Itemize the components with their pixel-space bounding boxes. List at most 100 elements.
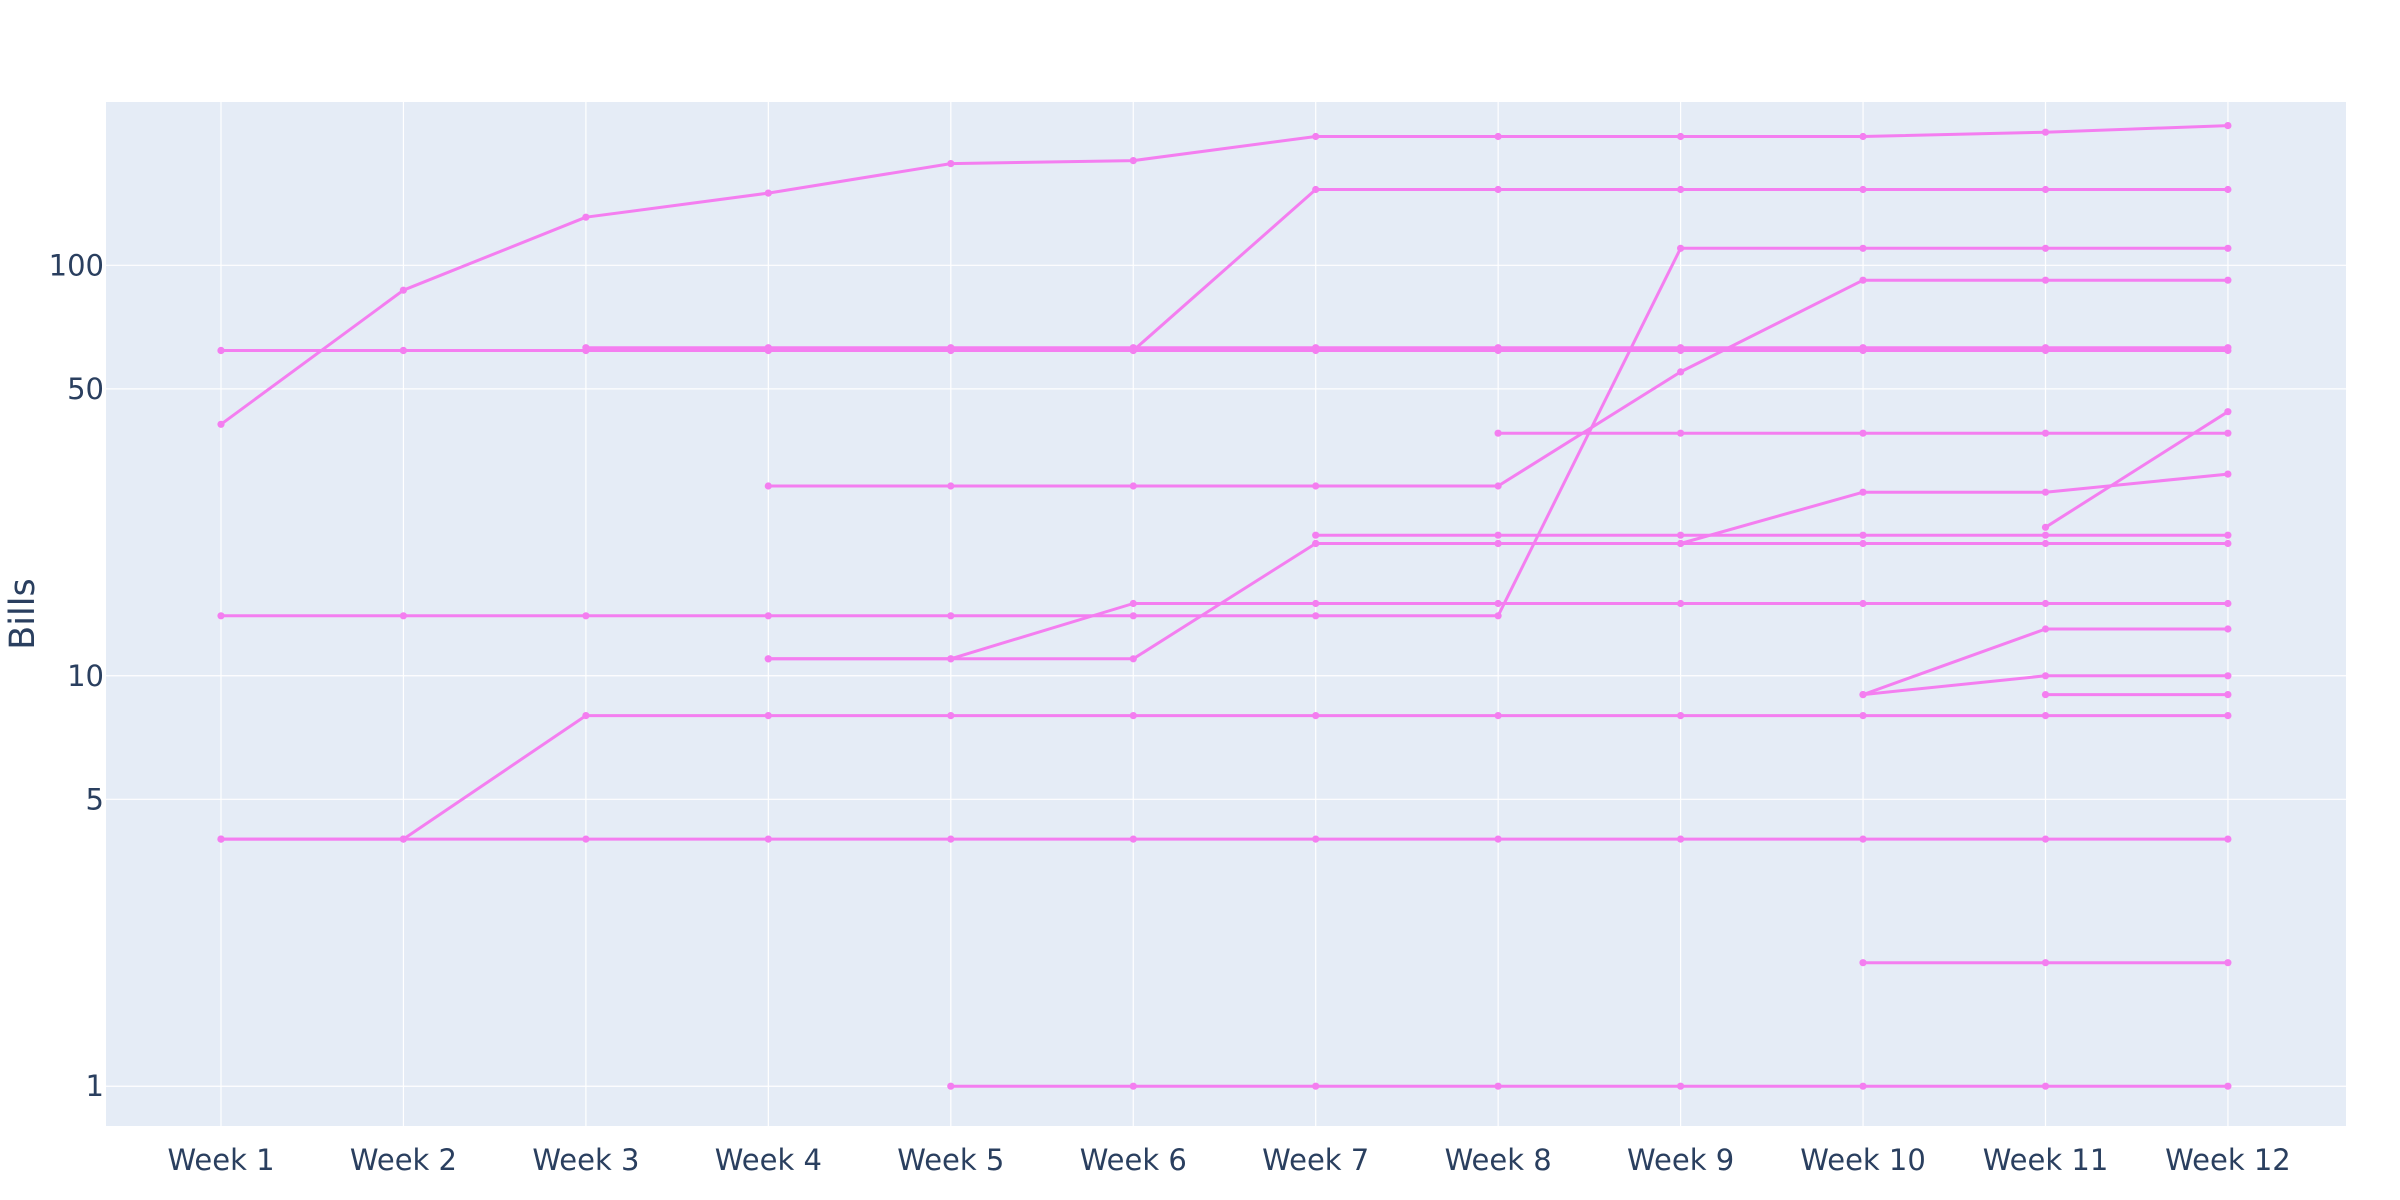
data-point (217, 612, 225, 620)
data-point (2224, 470, 2232, 478)
y-axis-title: Bills (3, 578, 43, 649)
data-point (2224, 672, 2232, 680)
data-point (399, 286, 407, 294)
data-point (1859, 344, 1867, 352)
data-point (2041, 1082, 2050, 1090)
y-tick-label: 5 (86, 782, 104, 816)
data-point (2224, 531, 2232, 539)
data-point (1312, 344, 1320, 352)
data-point (1129, 655, 1137, 663)
data-point (1494, 429, 1502, 437)
data-point (1494, 712, 1502, 720)
data-point (1677, 185, 1685, 194)
series-15 (2041, 691, 2232, 699)
data-point (1859, 599, 1867, 608)
data-point (1859, 835, 1867, 843)
data-point (1494, 482, 1502, 490)
series-17 (217, 835, 2232, 843)
data-point (1312, 599, 1320, 608)
data-point (1494, 344, 1502, 352)
data-point (2041, 429, 2050, 437)
data-point (2041, 712, 2050, 720)
series-4 (582, 344, 2232, 352)
data-point (1312, 1082, 1320, 1090)
data-point (2224, 712, 2232, 720)
plot-area (106, 102, 2346, 1126)
data-point (1677, 539, 1685, 548)
data-point (764, 835, 772, 843)
data-point (1859, 531, 1867, 539)
series-14 (1859, 672, 2232, 699)
data-point (2224, 625, 2232, 633)
series-1 (217, 122, 2232, 428)
data-point (1494, 132, 1502, 141)
data-point (582, 213, 590, 221)
data-point (2224, 344, 2232, 352)
data-point (1312, 132, 1320, 141)
data-point (1677, 531, 1685, 539)
data-point (2224, 691, 2232, 699)
data-point (1677, 835, 1685, 843)
data-point (2224, 539, 2232, 548)
data-point (2224, 1082, 2232, 1090)
data-point (1677, 244, 1685, 252)
data-point (399, 612, 407, 620)
data-point (1129, 482, 1137, 490)
data-point (764, 482, 772, 490)
data-point (1494, 599, 1502, 608)
data-point (399, 346, 407, 355)
data-point (1129, 157, 1137, 165)
data-point (582, 344, 590, 352)
x-tick-label: Week 11 (1983, 1143, 2109, 1177)
data-point (1859, 185, 1867, 194)
data-point (1859, 959, 1867, 967)
data-point (1129, 599, 1137, 608)
data-point (1312, 539, 1320, 548)
data-point (1859, 244, 1867, 252)
data-point (764, 655, 772, 663)
series-line (220, 124, 2228, 426)
data-point (1494, 1082, 1502, 1090)
data-point (1494, 539, 1502, 548)
data-point (2224, 244, 2232, 252)
data-point (399, 835, 407, 843)
data-point (1859, 1082, 1867, 1090)
data-point (2224, 959, 2232, 967)
data-point (947, 835, 955, 843)
data-point (1312, 612, 1320, 620)
data-point (947, 655, 955, 663)
data-point (1859, 539, 1867, 548)
data-point (1129, 612, 1137, 620)
x-tick-label: Week 10 (1800, 1143, 1926, 1177)
data-point (582, 712, 590, 720)
data-point (2041, 128, 2050, 136)
data-point (2224, 122, 2232, 130)
series-line (2044, 410, 2229, 529)
data-point (947, 612, 955, 620)
data-point (2041, 185, 2050, 194)
data-point (1312, 531, 1320, 539)
data-point (2041, 959, 2050, 967)
series-19 (947, 1082, 2232, 1090)
data-point (764, 612, 772, 620)
data-point (1859, 691, 1867, 699)
x-tick-label: Week 8 (1445, 1143, 1552, 1177)
x-tick-label: Week 9 (1627, 1143, 1734, 1177)
data-point (1859, 276, 1867, 284)
series-6 (764, 276, 2232, 490)
data-point (1677, 712, 1685, 720)
x-tick-label: Week 5 (897, 1143, 1004, 1177)
data-point (1494, 185, 1502, 194)
series-12 (764, 599, 2232, 663)
data-point (1494, 612, 1502, 620)
data-point (947, 1082, 955, 1090)
data-point (2041, 599, 2050, 608)
x-tick-label: Week 4 (715, 1143, 822, 1177)
data-point (2224, 185, 2232, 194)
y-tick-label: 1 (86, 1069, 104, 1103)
data-point (1677, 368, 1685, 376)
data-point (2041, 625, 2050, 633)
data-point (217, 835, 225, 843)
data-point (764, 189, 772, 197)
